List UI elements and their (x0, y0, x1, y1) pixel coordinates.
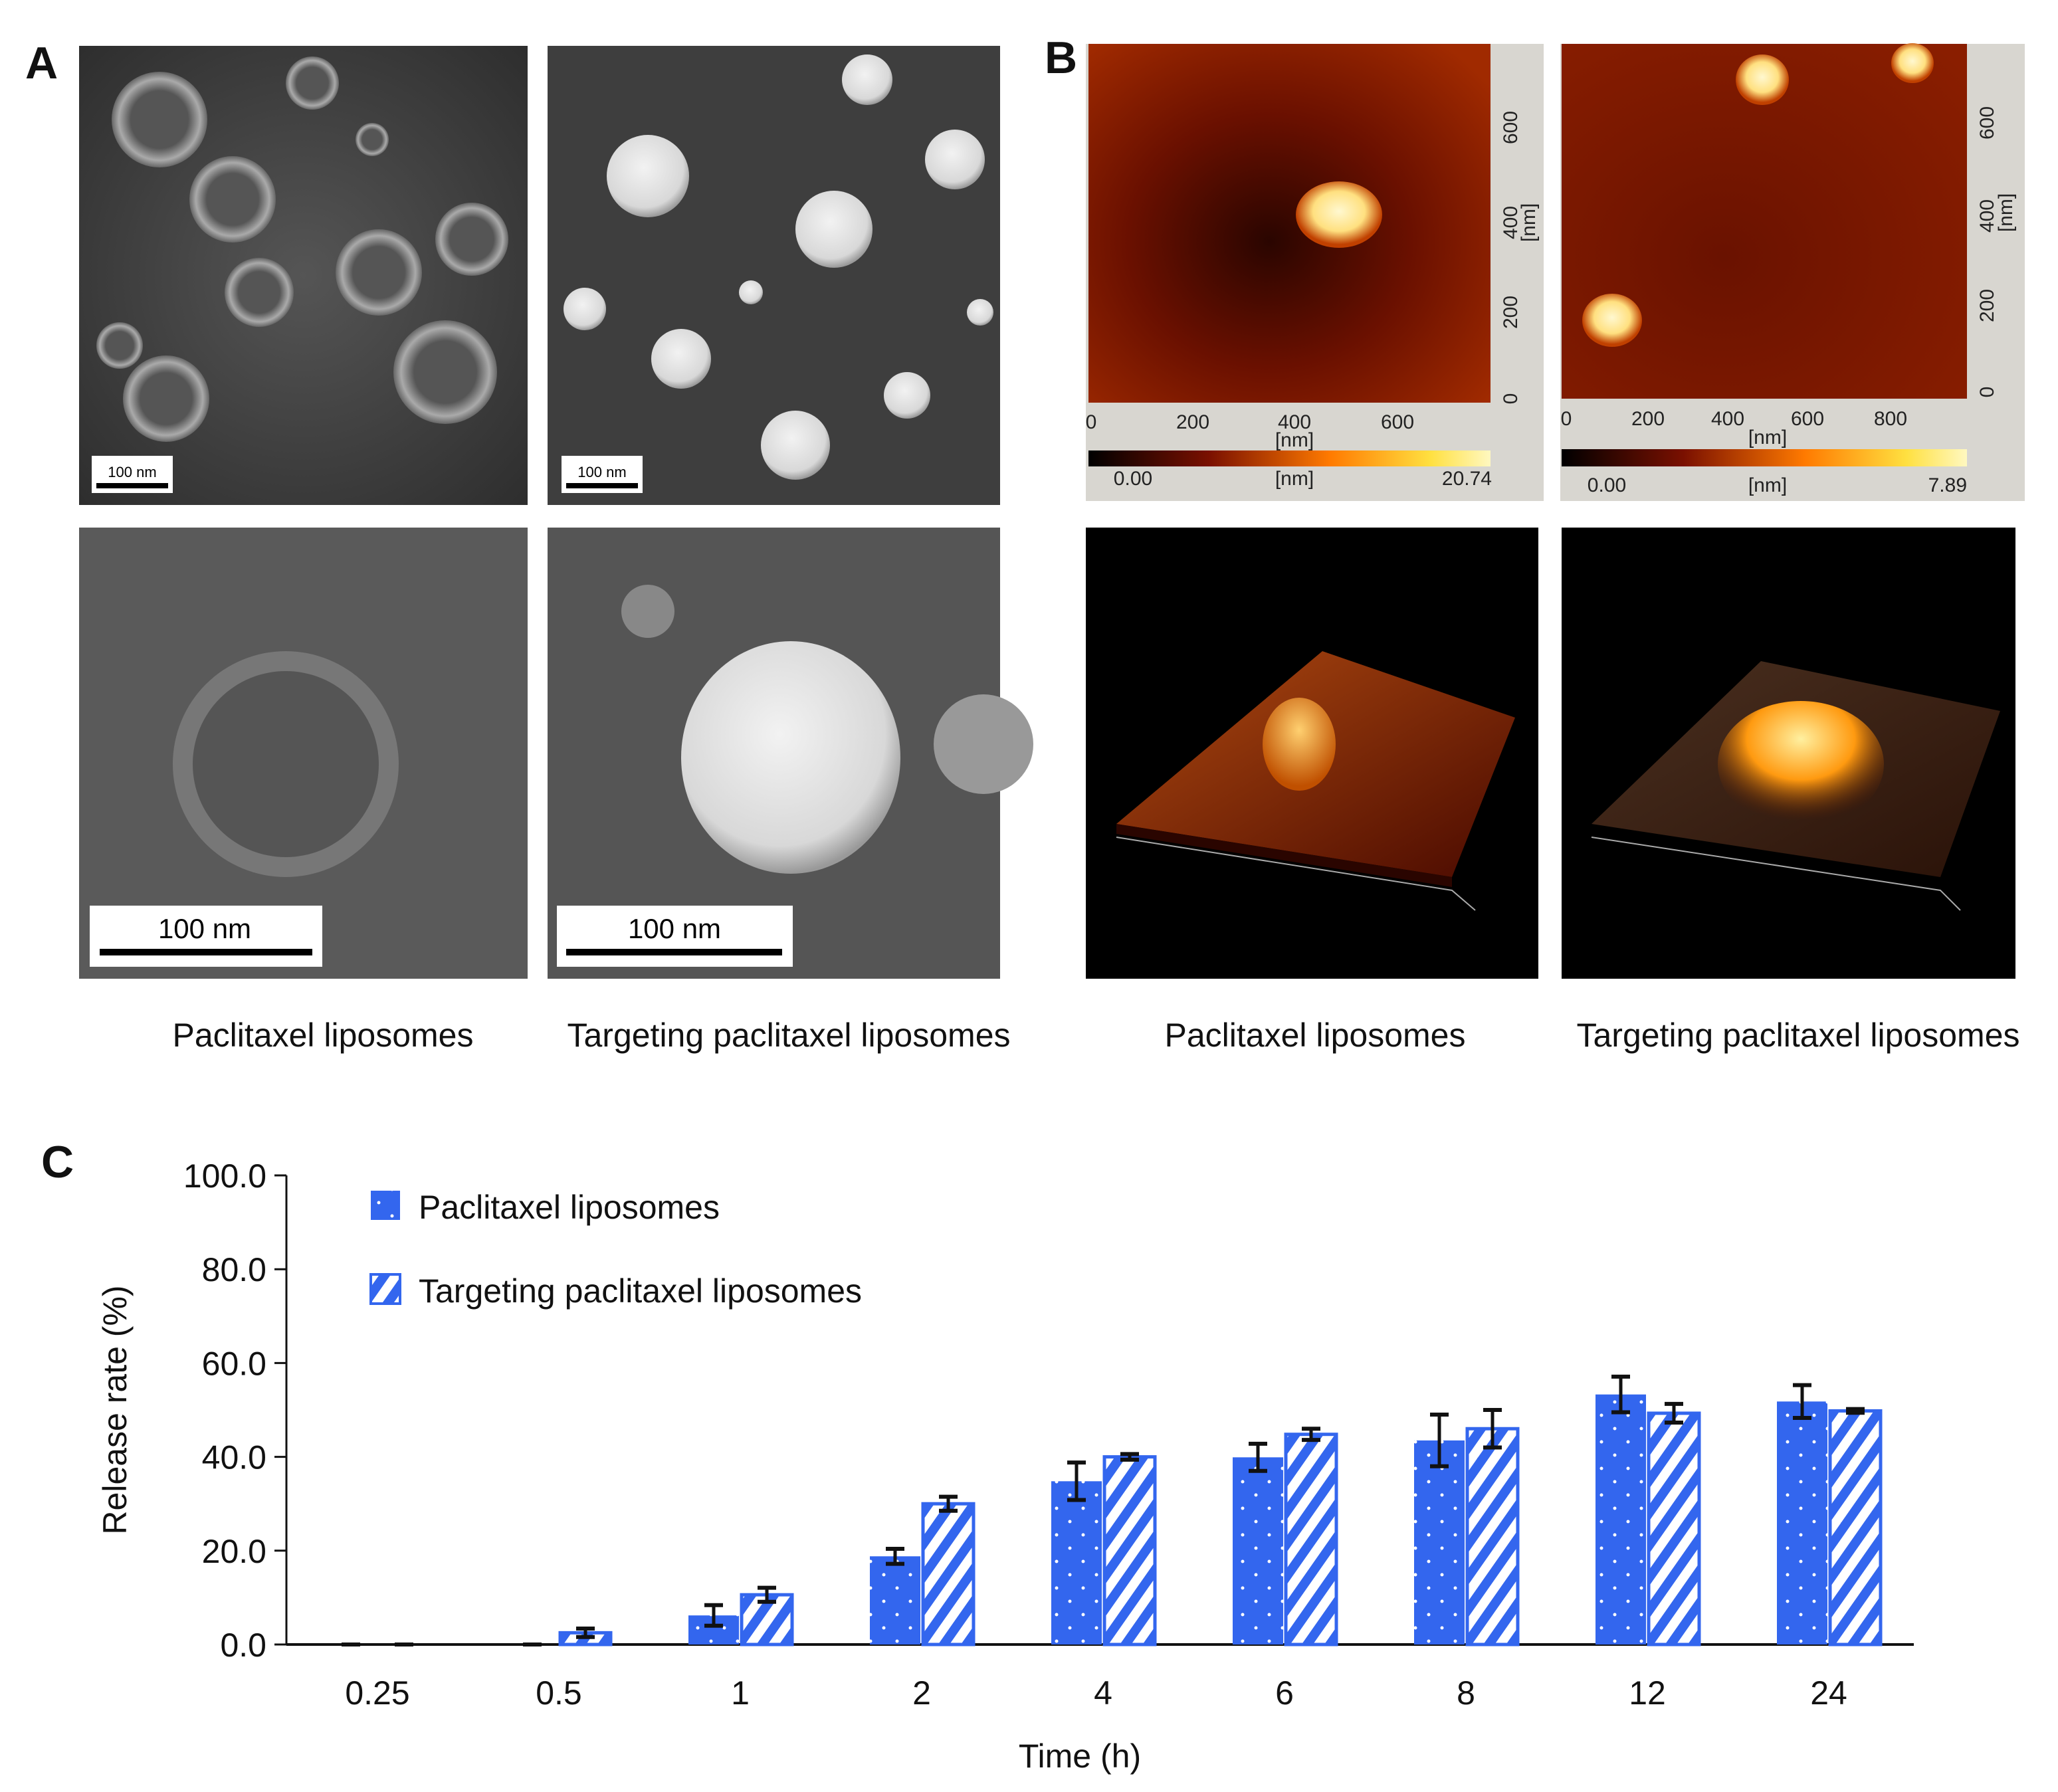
colorbar-max: 7.89 (1928, 474, 1967, 496)
afm-x-tick: 400 (1278, 411, 1311, 433)
afm-x-unit: [nm] (1748, 427, 1787, 448)
bar-stripes-24 (1828, 1409, 1883, 1646)
bar-stripes-2 (921, 1502, 976, 1646)
legend-swatch-stripes (369, 1273, 401, 1305)
y-tick-label: 0.0 (220, 1627, 266, 1664)
afm-y-tick: 0 (1500, 393, 1522, 405)
x-tick-label: 0.5 (536, 1674, 582, 1712)
caption-a-targeting: Targeting paclitaxel liposomes (567, 1017, 1010, 1054)
error-bar (1302, 1427, 1320, 1443)
x-tick-label: 0.25 (345, 1674, 409, 1712)
x-tick-label: 12 (1629, 1674, 1666, 1712)
afm-x-tick: 200 (1176, 411, 1209, 433)
colorbar-unit: [nm] (1275, 468, 1314, 490)
colorbar-min: 0.00 (1114, 468, 1152, 490)
afm-x-tick: 800 (1874, 408, 1907, 430)
afm-y-tick: 600 (1976, 106, 1998, 140)
y-tick-label: 80.0 (202, 1251, 266, 1288)
x-tick-label: 2 (912, 1674, 931, 1712)
error-bar (758, 1585, 776, 1604)
x-tick-label: 1 (731, 1674, 750, 1712)
error-bar (1249, 1441, 1267, 1473)
caption-b-paclitaxel: Paclitaxel liposomes (1165, 1017, 1466, 1054)
afm-x-tick: 600 (1381, 411, 1414, 433)
bar-dots-24 (1777, 1401, 1827, 1644)
scale-bar-label: 100 nm (158, 913, 251, 944)
y-axis-label: Release rate (%) (96, 1285, 134, 1534)
panel-label-b: B (1045, 33, 1077, 83)
afm-y-tick: 0 (1976, 387, 1998, 398)
error-bar (576, 1626, 595, 1639)
bar-dots-2 (870, 1556, 920, 1644)
y-tick-label: 60.0 (202, 1345, 266, 1382)
error-bar (1611, 1374, 1630, 1415)
tem-image-paclitaxel-zoom: 100 nm (79, 528, 528, 979)
afm-3d-targeting (1562, 528, 2015, 979)
bar-dots-6 (1233, 1457, 1283, 1644)
legend: Paclitaxel liposomes Targeting paclitaxe… (369, 1189, 862, 1310)
colorbar (1562, 449, 1967, 466)
bar-stripes-8 (1465, 1427, 1520, 1646)
error-bar (1120, 1452, 1139, 1462)
scale-bar-label: 100 nm (108, 464, 156, 480)
error-bar (1793, 1383, 1811, 1421)
afm-2d-paclitaxel: 0 200 400 600 [nm] 0 200 400 600 [nm] 0.… (1086, 44, 1544, 501)
caption-a-paclitaxel: Paclitaxel liposomes (173, 1017, 474, 1054)
bar-dots-12 (1595, 1394, 1646, 1644)
x-tick-label: 8 (1457, 1674, 1475, 1712)
release-chart: Release rate (%) Time (h) Paclitaxel lip… (96, 1157, 1914, 1775)
error-bar (704, 1603, 723, 1628)
error-bar (939, 1494, 958, 1513)
colorbar-max: 20.74 (1442, 468, 1492, 490)
bar-stripes-6 (1284, 1433, 1338, 1646)
colorbar-min: 0.00 (1588, 474, 1626, 496)
y-tick-label: 40.0 (202, 1439, 266, 1476)
tem-image-paclitaxel-overview: 100 nm (79, 46, 528, 505)
scale-bar-label: 100 nm (628, 913, 721, 944)
afm-y-unit: [nm] (1518, 203, 1540, 242)
error-bar (886, 1546, 904, 1566)
afm-2d-targeting: 0 200 400 600 800 [nm] 0 200 400 600 [nm… (1560, 43, 2025, 501)
error-bar (1430, 1413, 1449, 1468)
x-tick-label: 24 (1810, 1674, 1847, 1712)
tem-image-targeting-overview: 100 nm (548, 46, 1000, 505)
afm-y-tick: 600 (1500, 111, 1522, 144)
bar-dots-8 (1414, 1440, 1465, 1644)
afm-y-tick: 200 (1976, 289, 1998, 322)
panel-label-c: C (41, 1137, 74, 1187)
error-bar (1483, 1408, 1502, 1450)
afm-x-tick: 600 (1791, 408, 1824, 430)
afm-x-tick: 200 (1631, 408, 1665, 430)
y-tick-label: 20.0 (202, 1533, 266, 1570)
afm-x-unit: [nm] (1275, 429, 1314, 451)
afm-x-tick: 0 (1086, 411, 1097, 433)
colorbar (1088, 450, 1491, 466)
caption-b-targeting: Targeting paclitaxel liposomes (1576, 1017, 2019, 1054)
x-axis-label: Time (h) (1019, 1738, 1141, 1775)
tem-image-targeting-zoom: 100 nm (548, 528, 1033, 979)
legend-swatch-dots (371, 1191, 400, 1220)
error-bar (1665, 1401, 1683, 1425)
afm-y-tick: 400 (1500, 206, 1522, 239)
panel-label-a: A (25, 38, 58, 88)
scale-bar-label: 100 nm (577, 464, 626, 480)
x-tick-label: 6 (1275, 1674, 1294, 1712)
error-bar (1846, 1407, 1865, 1415)
bar-stripes-4 (1102, 1455, 1157, 1646)
colorbar-unit: [nm] (1748, 474, 1787, 496)
afm-3d-paclitaxel (1086, 528, 1538, 979)
afm-y-tick: 200 (1500, 296, 1522, 329)
bar-stripes-12 (1647, 1411, 1701, 1646)
afm-y-tick: 400 (1976, 199, 1998, 233)
bar-dots-4 (1051, 1481, 1102, 1644)
legend-label: Paclitaxel liposomes (419, 1189, 720, 1226)
x-tick-label: 4 (1094, 1674, 1112, 1712)
error-bar (1067, 1460, 1086, 1502)
y-tick-label: 100.0 (183, 1157, 266, 1195)
afm-y-unit: [nm] (1995, 193, 2017, 232)
afm-x-tick: 0 (1561, 408, 1572, 430)
afm-x-tick: 400 (1711, 408, 1744, 430)
legend-label: Targeting paclitaxel liposomes (419, 1272, 862, 1310)
